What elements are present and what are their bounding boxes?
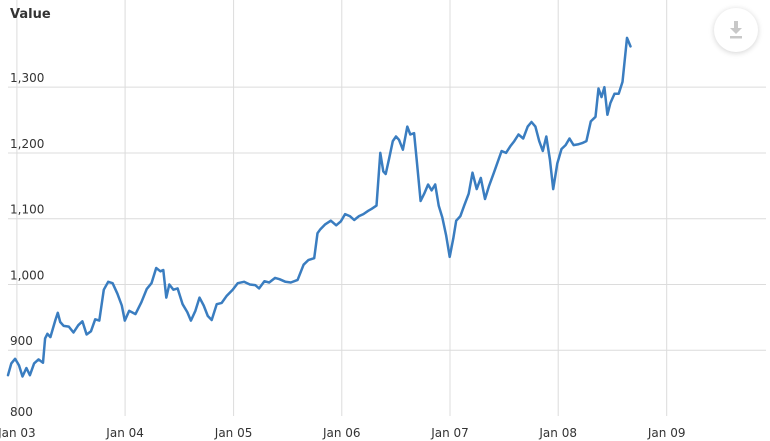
x-tick-label: Jan 08 (538, 426, 577, 440)
y-tick-labels: 900 1,000 1,100 1,200 1,300 800 (10, 71, 44, 419)
y-tick-label: 900 (10, 334, 33, 348)
y-tick-label: 800 (10, 405, 33, 419)
x-tick-label: Jan 05 (214, 426, 253, 440)
vertical-gridlines (16, 0, 668, 416)
x-tick-label: Jan 06 (322, 426, 361, 440)
x-tick-label: Jan 07 (430, 426, 469, 440)
x-tick-label: Jan 03 (0, 426, 36, 440)
series-line[interactable] (6, 36, 632, 378)
horizontal-gridlines (8, 86, 766, 351)
y-tick-label: 1,000 (10, 268, 44, 282)
y-tick-label: 1,100 (10, 203, 44, 217)
y-tick-label: 1,200 (10, 137, 44, 151)
download-icon (730, 21, 742, 39)
x-tick-labels: Jan 03 Jan 04 Jan 05 Jan 06 Jan 07 Jan 08 Jan … (0, 426, 685, 440)
y-axis-label: Value (10, 7, 51, 22)
series-layer (6, 36, 632, 378)
download-button[interactable] (714, 8, 758, 52)
x-tick-label: Jan 09 (647, 426, 686, 440)
y-tick-label: 1,300 (10, 71, 44, 85)
x-tick-label: Jan 04 (105, 426, 144, 440)
